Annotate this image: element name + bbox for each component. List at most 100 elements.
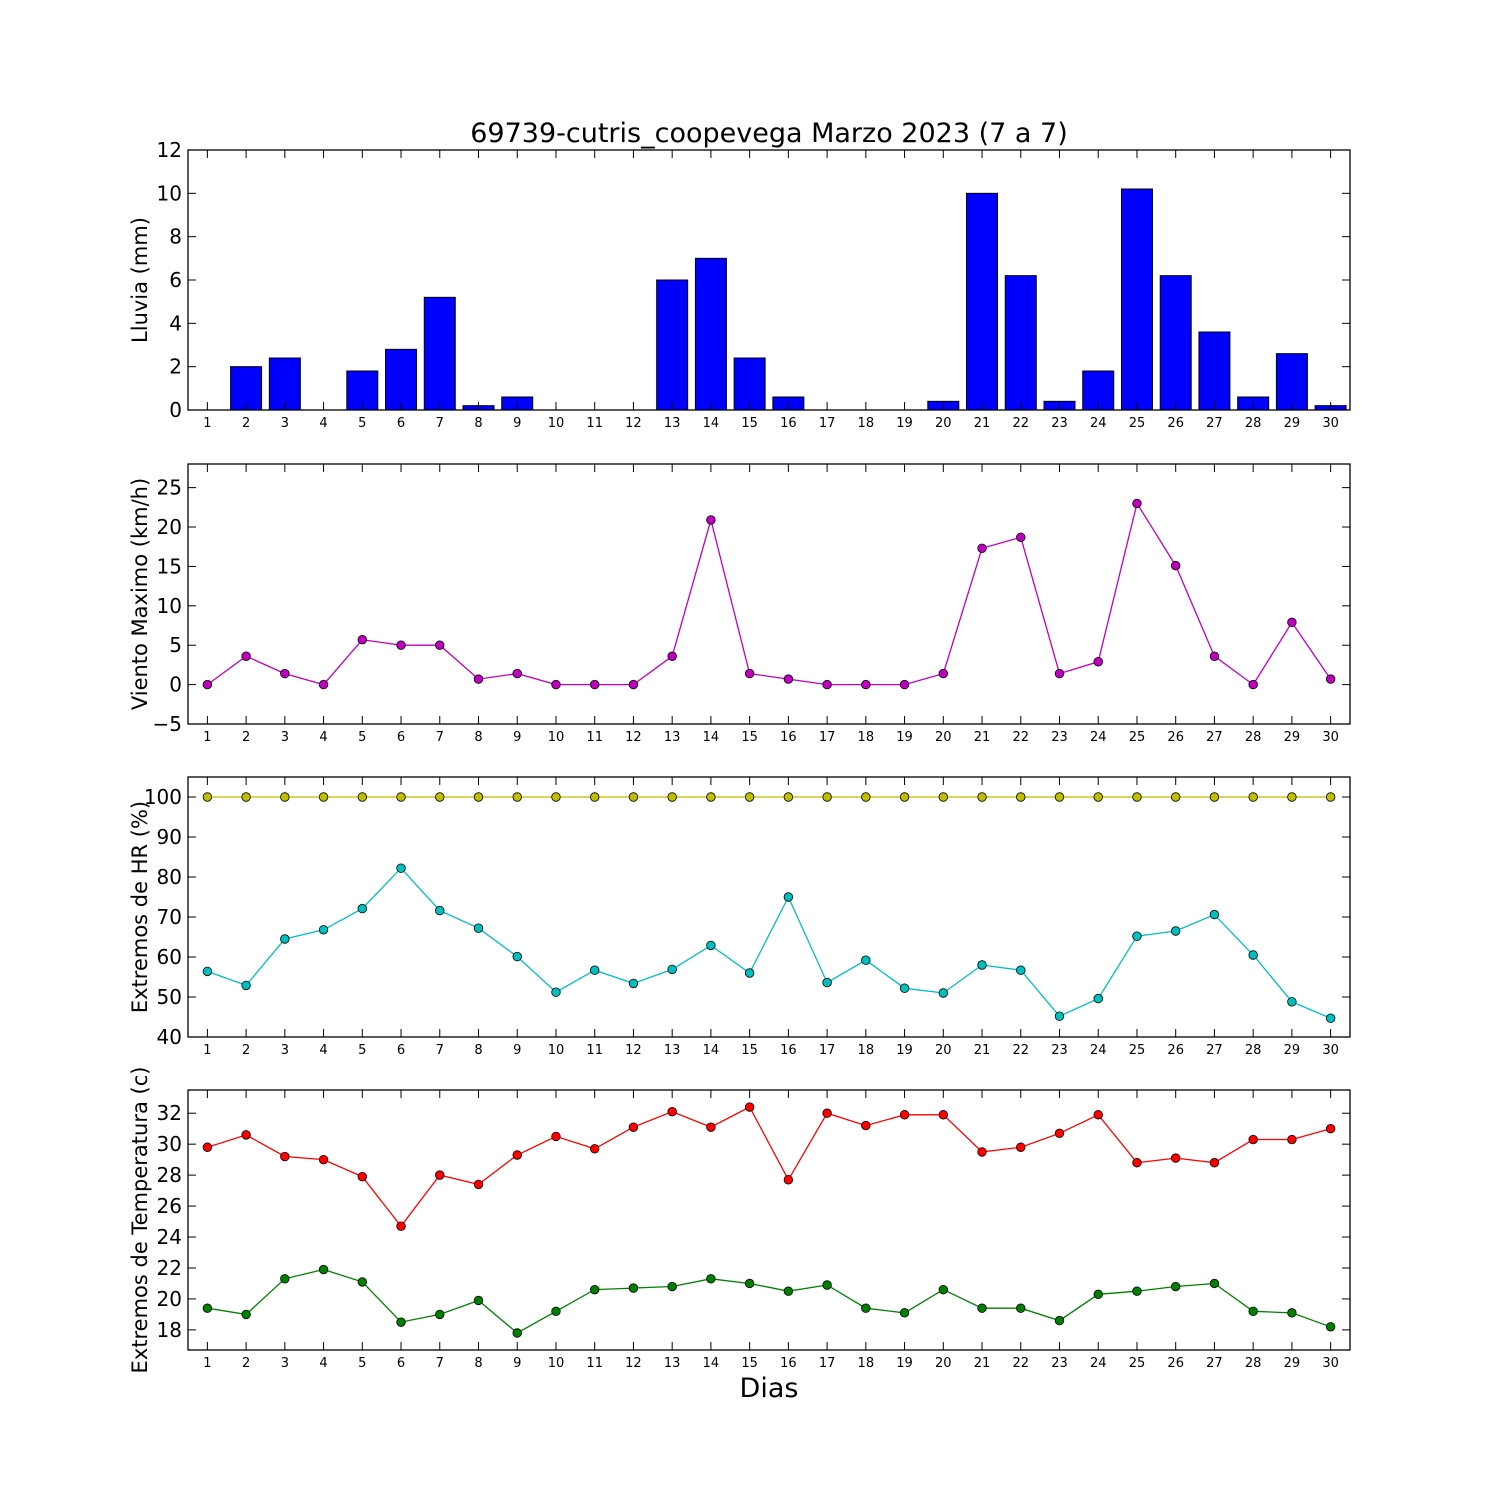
series-1-point-day-1 [202,1142,213,1152]
series-1-point-day-19 [899,679,910,690]
series-1-point-day-12 [628,792,639,802]
series-1-point-day-27 [1209,651,1220,661]
bar-day-3 [268,357,301,411]
series-2-point-day-15 [744,1278,755,1289]
x-tick-label: 24 [1090,416,1107,431]
x-tick-label: 4 [319,1043,327,1058]
x-tick-label: 1 [203,1043,211,1058]
x-tick-label: 7 [436,1356,444,1371]
series-2-point-day-19 [899,983,910,993]
axes-frame [187,149,1351,411]
x-tick-label: 5 [358,416,366,431]
series-2-point-day-30 [1325,1013,1336,1023]
x-tick-label: 8 [474,1043,482,1058]
x-tick-label: 26 [1167,1356,1184,1371]
x-tick-label: 19 [896,416,913,431]
x-tick-label: 5 [358,1043,366,1058]
series-2-point-day-18 [861,1303,871,1313]
series-2-point-day-13 [667,1281,677,1292]
bar-day-27 [1198,331,1231,411]
series-1-point-day-14 [706,1122,716,1132]
x-tick-label: 29 [1284,1356,1301,1371]
x-tick-label: 2 [242,1356,250,1371]
series-1-point-day-21 [977,543,987,554]
y-tick-label: 0 [169,673,182,697]
x-tick-label: 15 [741,730,758,745]
x-tick-label: 3 [281,1356,289,1371]
series-1-point-day-27 [1209,792,1220,802]
y-tick-label: −5 [153,712,182,736]
y-tick-label: 70 [157,905,182,929]
y-tick-label: 24 [157,1225,182,1249]
series-1-point-day-1 [202,792,213,802]
x-tick-label: 22 [1012,730,1029,745]
series-1-point-day-5 [357,634,368,645]
series-2-point-day-11 [590,1284,600,1295]
x-tick-label: 5 [358,1356,366,1371]
y-tick-label: 2 [169,355,182,379]
series-1-point-day-11 [590,792,600,802]
series-1-point-day-26 [1170,792,1181,802]
x-tick-label: 20 [935,730,952,745]
series-1-point-day-11 [590,1144,600,1154]
series-1-point-day-7 [435,792,445,802]
series-1-point-day-19 [899,1110,910,1120]
series-1-point-day-21 [977,792,987,802]
x-tick-label: 25 [1129,1356,1146,1371]
bar-day-26 [1159,275,1192,411]
y-tick-label: 15 [157,554,182,578]
x-tick-label: 13 [664,730,681,745]
series-1-point-day-20 [938,792,949,802]
x-tick-label: 16 [780,730,797,745]
x-tick-label: 7 [436,1043,444,1058]
x-tick-label: 3 [281,1043,289,1058]
series-2-point-day-3 [280,1274,290,1284]
series-2-point-day-18 [861,955,871,965]
x-tick-label: 19 [896,730,913,745]
x-tick-label: 18 [858,416,875,431]
series-1-point-day-16 [783,674,794,684]
series-2-point-day-6 [396,1317,406,1327]
x-tick-label: 20 [935,416,952,431]
series-1-point-day-7 [435,640,445,650]
series-2-point-day-19 [899,1308,910,1318]
x-tick-label: 24 [1090,730,1107,745]
series-1-point-day-14 [706,515,716,525]
series-2-point-day-13 [667,964,677,975]
x-tick-label: 21 [974,730,991,745]
x-axis-label: Dias [740,1373,799,1404]
x-tick-label: 14 [703,1043,720,1058]
series-2-line [207,867,1331,1019]
series-1-point-day-10 [551,679,561,690]
series-1-line [207,501,1332,686]
x-tick-label: 27 [1206,416,1223,431]
x-tick-label: 23 [1051,1043,1068,1058]
series-2-point-day-28 [1248,1306,1258,1317]
series-1-point-day-3 [280,668,290,679]
series-1-point-day-1 [202,679,213,690]
x-tick-label: 3 [281,730,289,745]
series-1-point-day-18 [861,1120,871,1131]
chart-title: 69739-cutris_coopevega Marzo 2023 (7 a 7… [470,118,1067,149]
axes-frame [187,463,1351,725]
series-2-point-day-27 [1209,909,1220,920]
x-tick-label: 15 [741,416,758,431]
series-1-point-day-23 [1054,1128,1065,1139]
series-1-point-day-4 [318,1154,329,1165]
x-tick-label: 20 [935,1043,952,1058]
series-2-point-day-6 [396,863,406,873]
x-tick-label: 26 [1167,416,1184,431]
y-tick-label: 4 [169,311,182,335]
series-2-point-day-29 [1287,997,1297,1007]
series-1-point-day-10 [551,1131,561,1142]
x-tick-label: 28 [1245,730,1262,745]
x-tick-label: 28 [1245,1356,1262,1371]
series-1-point-day-5 [357,1171,368,1182]
x-tick-label: 13 [664,1043,681,1058]
x-tick-label: 19 [896,1356,913,1371]
series-1-point-day-25 [1132,498,1142,509]
x-tick-label: 11 [586,1356,603,1371]
x-tick-label: 17 [819,1043,836,1058]
